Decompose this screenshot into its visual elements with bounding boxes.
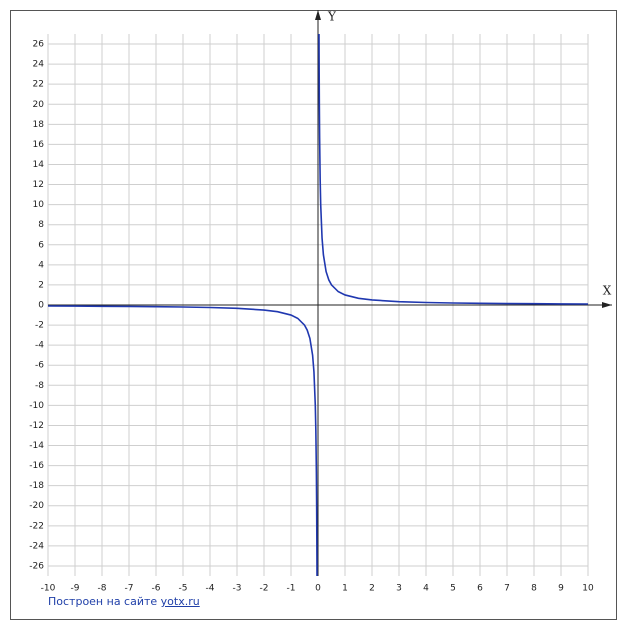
y-tick-label: -18 xyxy=(29,481,44,491)
x-tick-label: -2 xyxy=(260,584,269,594)
x-tick-label: 1 xyxy=(342,584,348,594)
y-tick-label: -26 xyxy=(29,561,44,571)
y-tick-label: 12 xyxy=(33,180,44,190)
y-tick-label: 0 xyxy=(38,301,44,311)
footer-text: Построен на сайте xyxy=(48,595,158,608)
x-tick-label: 0 xyxy=(315,584,321,594)
x-tick-label: 7 xyxy=(504,584,510,594)
y-tick-label: 2 xyxy=(38,280,44,290)
y-tick-label: 18 xyxy=(33,120,45,130)
y-tick-label: -10 xyxy=(29,401,44,411)
y-axis-label: Y xyxy=(327,10,337,24)
x-tick-label: 9 xyxy=(558,584,564,594)
x-tick-label: -7 xyxy=(125,584,134,594)
x-tick-label: 2 xyxy=(369,584,375,594)
curve xyxy=(47,33,589,577)
x-tick-label: -1 xyxy=(287,584,296,594)
y-tick-label: 20 xyxy=(33,100,45,110)
y-tick-label: -8 xyxy=(35,381,44,391)
y-tick-label: 22 xyxy=(33,80,44,90)
y-tick-label: 26 xyxy=(33,40,45,50)
x-tick-label: 5 xyxy=(450,584,456,594)
y-tick-label: -4 xyxy=(35,341,44,351)
x-tick-label: -10 xyxy=(41,584,56,594)
x-tick-label: 3 xyxy=(396,584,402,594)
y-tick-label: 10 xyxy=(33,200,45,210)
y-tick-label: 14 xyxy=(33,160,45,170)
y-arrow xyxy=(315,10,321,20)
x-tick-label: 6 xyxy=(477,584,483,594)
x-tick-label: -8 xyxy=(98,584,107,594)
y-tick-label: 6 xyxy=(38,240,44,250)
x-tick-label: 4 xyxy=(423,584,429,594)
x-arrow xyxy=(602,302,612,308)
y-tick-label: -6 xyxy=(35,361,44,371)
x-axis-label: X xyxy=(603,284,612,298)
y-tick-label: -16 xyxy=(29,461,44,471)
footer: Построен на сайте yotx.ru xyxy=(48,595,200,608)
y-tick-label: -2 xyxy=(35,321,44,331)
x-tick-label: -5 xyxy=(179,584,188,594)
x-tick-label: -6 xyxy=(152,584,161,594)
x-tick-label: -9 xyxy=(71,584,80,594)
footer-link[interactable]: yotx.ru xyxy=(160,595,200,608)
y-tick-label: -24 xyxy=(29,541,44,551)
y-tick-label: 24 xyxy=(33,60,45,70)
x-tick-label: -3 xyxy=(233,584,242,594)
y-tick-label: 4 xyxy=(38,260,44,270)
y-tick-label: -14 xyxy=(29,441,44,451)
x-tick-label: 10 xyxy=(582,584,594,594)
x-tick-label: -4 xyxy=(206,584,215,594)
frame xyxy=(10,10,617,620)
y-tick-label: -20 xyxy=(29,501,44,511)
x-tick-label: 8 xyxy=(531,584,537,594)
y-tick-label: -22 xyxy=(29,521,44,531)
y-tick-label: 16 xyxy=(33,140,45,150)
y-tick-label: 8 xyxy=(38,220,44,230)
y-tick-label: -12 xyxy=(29,421,44,431)
